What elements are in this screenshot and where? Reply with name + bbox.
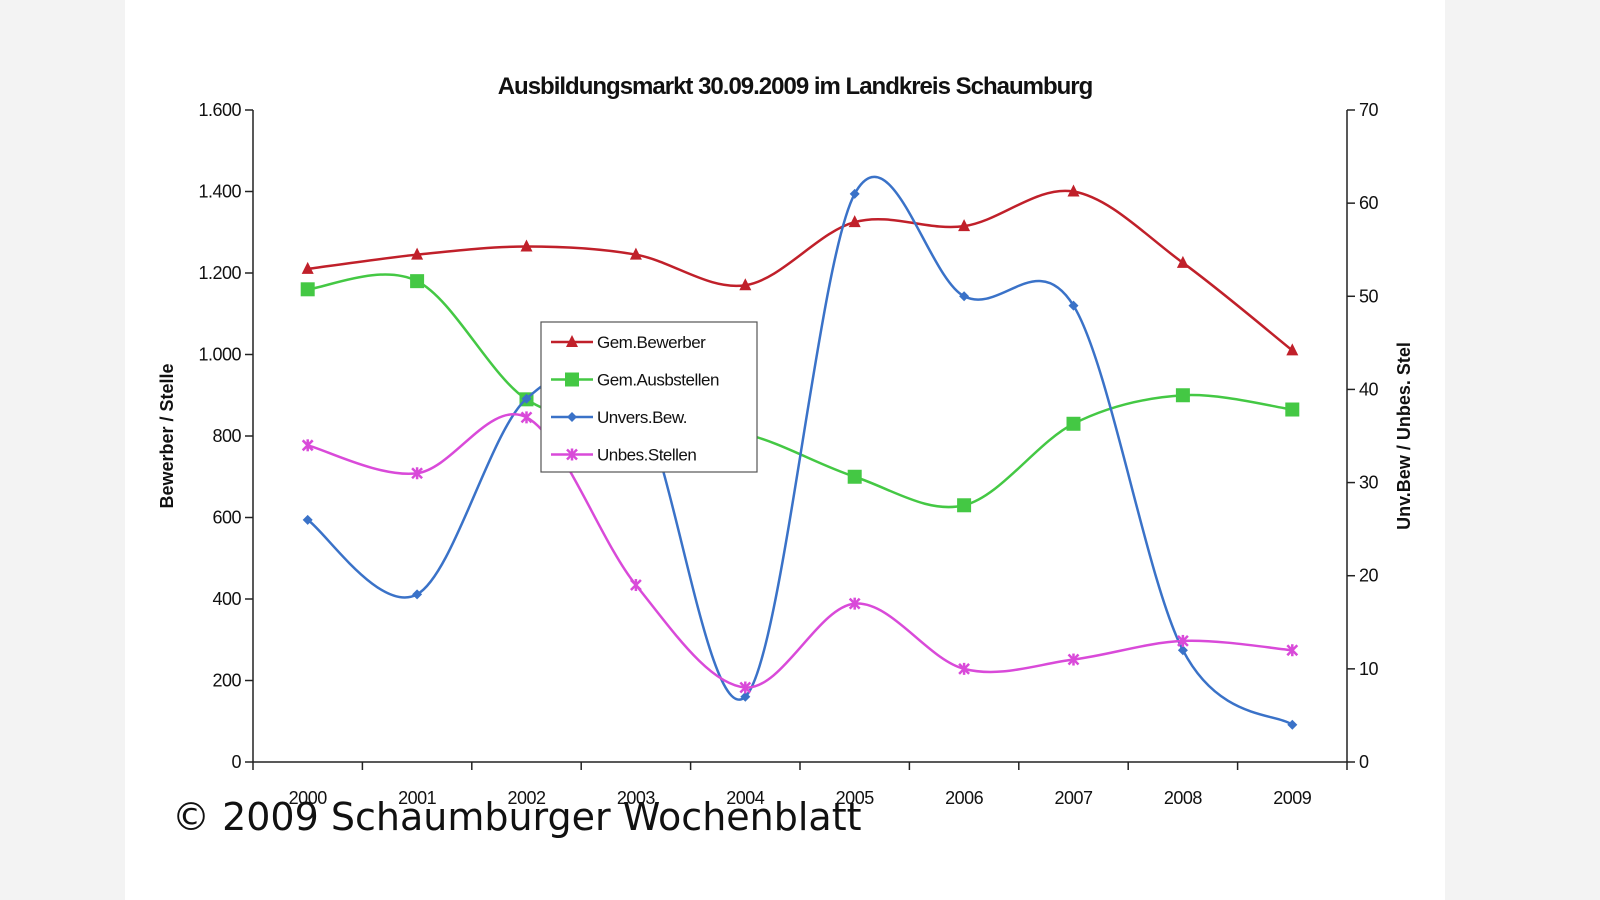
x-tick-label: 2004 bbox=[726, 788, 765, 808]
data-point-unbes-stellen bbox=[301, 439, 314, 452]
chart-title: Ausbildungsmarkt 30.09.2009 im Landkreis… bbox=[498, 73, 1093, 100]
right-tick-label: 40 bbox=[1359, 379, 1379, 399]
copyright-watermark: © 2009 Schaumburger Wochenblatt bbox=[172, 795, 862, 839]
data-point-gem-ausbstellen bbox=[300, 282, 315, 297]
data-point-unbes-stellen bbox=[520, 411, 533, 424]
x-tick-label: 2002 bbox=[507, 788, 546, 808]
data-point-gem-bewerber bbox=[1176, 255, 1189, 268]
data-point-gem-ausbstellen bbox=[1175, 388, 1190, 403]
data-point-gem-ausbstellen bbox=[1285, 402, 1300, 417]
data-point-unvers-bew bbox=[412, 589, 423, 600]
data-point-unbes-stellen bbox=[1286, 644, 1299, 657]
chart-card: Ausbildungsmarkt 30.09.2009 im Landkreis… bbox=[125, 0, 1445, 900]
data-point-unbes-stellen bbox=[1177, 634, 1189, 647]
right-tick-label: 50 bbox=[1359, 286, 1379, 306]
data-point-unvers-bew bbox=[1287, 719, 1298, 730]
legend-marker-gem-ausbstellen bbox=[565, 372, 579, 387]
data-point-unbes-stellen bbox=[1067, 653, 1080, 666]
x-tick-label: 2006 bbox=[945, 788, 984, 808]
series-layer bbox=[300, 175, 1300, 730]
left-tick-label: 1.000 bbox=[198, 345, 241, 365]
axes: 0 200 400 600 800 1.000 1.200 1.400 1.600 0 10 20 30… bbox=[157, 100, 1414, 808]
data-point-gem-ausbstellen bbox=[1066, 416, 1081, 431]
data-point-unvers-bew bbox=[1177, 645, 1188, 656]
data-point-gem-bewerber bbox=[629, 247, 642, 260]
data-point-unbes-stellen bbox=[739, 681, 752, 694]
data-point-unbes-stellen bbox=[848, 597, 861, 610]
data-point-unvers-bew bbox=[1068, 300, 1079, 311]
data-point-unvers-bew bbox=[740, 691, 751, 702]
x-tick-label: 2003 bbox=[617, 788, 656, 808]
data-point-gem-bewerber bbox=[411, 247, 424, 260]
x-tick-label: 2009 bbox=[1273, 788, 1312, 808]
legend-marker-gem-bewerber bbox=[566, 335, 578, 347]
x-tick-label: 2007 bbox=[1054, 788, 1093, 808]
left-tick-label: 1.200 bbox=[198, 263, 241, 283]
left-tick-label: 600 bbox=[212, 508, 241, 528]
series-line-unvers-bew bbox=[306, 175, 1294, 726]
data-point-gem-bewerber bbox=[1067, 184, 1080, 197]
series-line-gem-ausbstellen bbox=[307, 273, 1293, 509]
data-point-gem-bewerber bbox=[739, 278, 752, 291]
left-tick-label: 200 bbox=[212, 671, 241, 691]
line-chart: Ausbildungsmarkt 30.09.2009 im Landkreis… bbox=[157, 73, 1414, 808]
legend-marker-unvers-bew bbox=[567, 412, 577, 422]
right-tick-label: 30 bbox=[1359, 473, 1379, 493]
data-point-gem-ausbstellen bbox=[847, 469, 862, 484]
series-line-gem-bewerber bbox=[307, 189, 1294, 352]
data-point-gem-bewerber bbox=[848, 215, 861, 228]
series-line-unbes-stellen bbox=[307, 413, 1293, 689]
data-point-unbes-stellen bbox=[411, 467, 423, 480]
right-tick-label: 70 bbox=[1359, 100, 1379, 120]
legend-label-unvers-bew: Unvers.Bew. bbox=[597, 408, 687, 427]
x-tick-label: 2001 bbox=[398, 788, 437, 808]
x-tick-label: 2000 bbox=[289, 788, 328, 808]
data-point-unvers-bew bbox=[849, 188, 860, 199]
data-point-unvers-bew bbox=[959, 291, 970, 302]
data-point-unbes-stellen bbox=[630, 579, 642, 592]
data-point-gem-bewerber bbox=[1286, 343, 1299, 356]
x-tick-label: 2005 bbox=[836, 788, 875, 808]
x-tick-label: 2008 bbox=[1164, 788, 1203, 808]
legend-label-gem-ausbstellen: Gem.Ausbstellen bbox=[597, 371, 719, 390]
legend-marker-unbes-stellen bbox=[566, 448, 578, 461]
y2-axis-label: Unv.Bew / Unbes. Stel bbox=[1394, 342, 1414, 530]
left-tick-label: 0 bbox=[231, 752, 241, 772]
left-tick-label: 1.400 bbox=[198, 182, 241, 202]
legend: Gem.Bewerber Gem.Ausbstellen Unvers.Bew. Un… bbox=[540, 321, 758, 473]
data-point-unbes-stellen bbox=[958, 662, 970, 675]
data-point-gem-ausbstellen bbox=[957, 498, 972, 513]
right-tick-label: 0 bbox=[1359, 752, 1369, 772]
data-point-gem-bewerber bbox=[520, 239, 533, 252]
data-point-unvers-bew bbox=[521, 393, 532, 404]
data-point-gem-bewerber bbox=[958, 219, 971, 232]
legend-label-gem-bewerber: Gem.Bewerber bbox=[597, 333, 706, 352]
legend-label-unbes-stellen: Unbes.Stellen bbox=[597, 446, 696, 465]
left-tick-label: 400 bbox=[212, 589, 241, 609]
y-axis-label: Bewerber / Stelle bbox=[157, 363, 177, 508]
data-point-unvers-bew bbox=[302, 514, 313, 525]
right-tick-label: 60 bbox=[1359, 193, 1379, 213]
left-tick-label: 1.600 bbox=[198, 100, 241, 120]
data-point-gem-ausbstellen bbox=[410, 274, 425, 289]
right-tick-label: 10 bbox=[1359, 659, 1379, 679]
right-tick-label: 20 bbox=[1359, 566, 1379, 586]
data-point-gem-bewerber bbox=[301, 261, 314, 274]
left-tick-label: 800 bbox=[212, 426, 241, 446]
